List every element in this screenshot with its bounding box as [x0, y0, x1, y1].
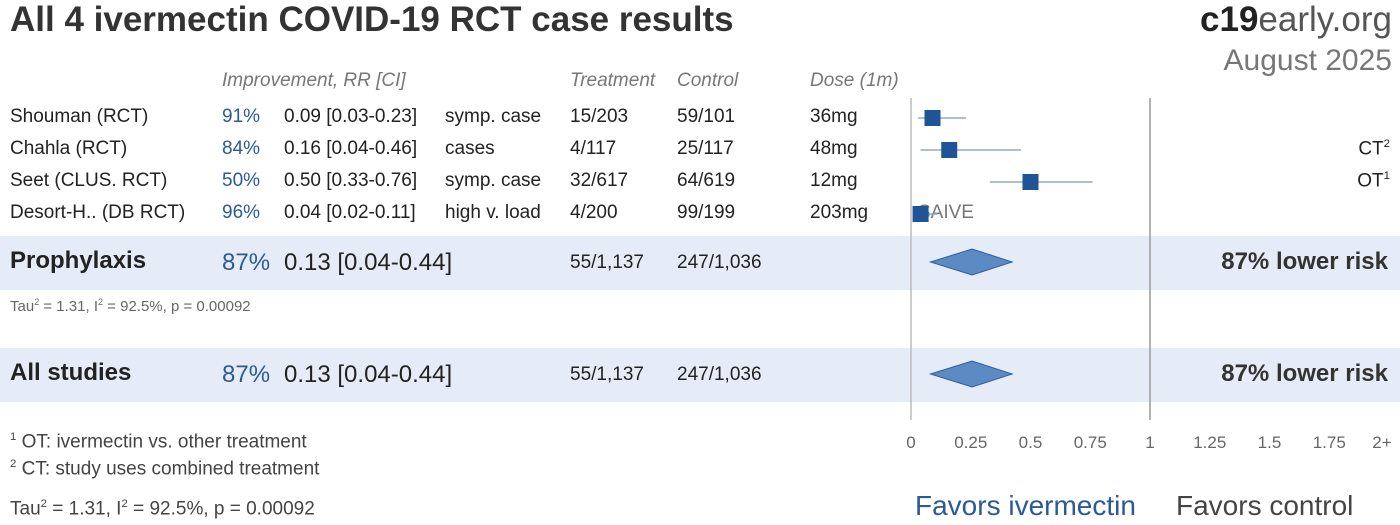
stat-i-sup: 2 [121, 498, 128, 510]
study-rr: 0.50 [0.33-0.76] [284, 170, 418, 191]
effect-marker [924, 110, 941, 126]
study-name: Desort-H.. (DB RCT) [10, 202, 186, 223]
stat-rest: = 92.5%, p = 0.00092 [127, 498, 315, 520]
prophylaxis-rr: 0.13 [0.04-0.44] [284, 249, 453, 276]
all-studies-pct: 87% [222, 361, 271, 388]
all-studies-band [0, 348, 1400, 402]
study-pct: 96% [222, 202, 261, 223]
pooled-diamond [928, 360, 1014, 388]
study-name: Seet (CLUS. RCT) [10, 170, 168, 191]
brand-bold: c19 [1200, 0, 1259, 39]
study-rr: 0.04 [0.02-0.11] [284, 202, 416, 223]
footnote-text: OT: ivermectin vs. other treatment [16, 431, 307, 453]
study-outcome: cases [445, 138, 495, 159]
all-studies-control: 247/1,036 [677, 364, 762, 385]
footnote-sup: 1 [10, 431, 17, 443]
stat-tau: Tau [10, 498, 41, 520]
study-rr: 0.16 [0.04-0.46] [284, 138, 418, 159]
bottom-stats: Tau2 = 1.31, I2 = 92.5%, p = 0.00092 [10, 498, 315, 520]
study-note: CT2 [1358, 138, 1390, 160]
effect-marker [912, 206, 929, 222]
study-note-sup: 2 [1383, 138, 1390, 150]
prophylaxis-stats: Tau2 = 1.31, I2 = 92.5%, p = 0.00092 [10, 297, 251, 315]
study-note-text: CT [1358, 138, 1384, 160]
stat-tau: Tau [10, 298, 35, 315]
study-note-sup: 1 [1383, 170, 1390, 182]
study-outcome: symp. case [445, 106, 542, 127]
study-control: 25/117 [677, 138, 734, 159]
all-studies-result: 87% lower risk [1221, 360, 1388, 387]
brand-rest: early.org [1258, 0, 1392, 39]
all-studies-rr: 0.13 [0.04-0.44] [284, 361, 453, 388]
study-pct: 84% [222, 138, 261, 159]
prophylaxis-result: 87% lower risk [1221, 248, 1388, 275]
all-studies-treatment: 55/1,137 [570, 364, 644, 385]
prophylaxis-control: 247/1,036 [677, 252, 762, 273]
study-name: Chahla (RCT) [10, 138, 128, 159]
study-note-text: OT [1357, 170, 1384, 192]
stat-mid: = 1.31, I [46, 498, 122, 520]
footnote-text: CT: study uses combined treatment [16, 458, 320, 480]
study-name: Shouman (RCT) [10, 106, 149, 127]
tick-label: 1 [1145, 433, 1154, 452]
tick-label: 2+ [1372, 433, 1391, 452]
footnote: 2 CT: study uses combined treatment [10, 458, 319, 480]
prophylaxis-pct: 87% [222, 249, 271, 276]
footnote: 1 OT: ivermectin vs. other treatment [10, 431, 307, 453]
chart-title: All 4 ivermectin COVID-19 RCT case resul… [10, 0, 734, 39]
tick-label: 0.75 [1074, 433, 1107, 452]
study-treatment: 32/617 [570, 170, 629, 191]
study-dose: 12mg [810, 170, 858, 191]
study-plot-label: SAIVE [918, 202, 974, 223]
stat-rest: = 92.5%, p = 0.00092 [103, 298, 251, 315]
study-control: 99/199 [677, 202, 736, 223]
footnote-sup: 2 [10, 458, 17, 470]
all-studies-label: All studies [10, 359, 132, 386]
study-treatment: 4/200 [570, 202, 618, 223]
tick-label: 1.25 [1193, 433, 1226, 452]
stat-mid: = 1.31, I [39, 298, 98, 315]
study-control: 64/619 [677, 170, 736, 191]
study-pct: 91% [222, 106, 261, 127]
study-pct: 50% [222, 170, 261, 191]
header-dose: Dose (1m) [810, 70, 899, 91]
stat-tau-sup: 2 [34, 297, 40, 307]
study-treatment: 4/117 [570, 138, 617, 159]
brand-logo: c19early.org [1200, 0, 1392, 40]
study-rr: 0.09 [0.03-0.23] [284, 106, 418, 127]
header-improvement: Improvement, RR [CI] [222, 70, 406, 91]
stat-tau-sup: 2 [40, 498, 47, 510]
favors-left: Favors ivermectin [915, 490, 1136, 521]
study-dose: 48mg [810, 138, 858, 159]
pooled-diamond [928, 248, 1014, 276]
tick-label: 0.25 [954, 433, 987, 452]
effect-marker [941, 142, 958, 158]
tick-label: 0 [906, 433, 915, 452]
tick-label: 1.5 [1258, 433, 1282, 452]
header-treatment: Treatment [570, 70, 656, 91]
study-treatment: 15/203 [570, 106, 629, 127]
study-outcome: symp. case [445, 170, 542, 191]
study-dose: 203mg [810, 202, 869, 223]
study-outcome: high v. load [445, 202, 541, 223]
study-control: 59/101 [677, 106, 736, 127]
study-note: OT1 [1357, 170, 1390, 192]
prophylaxis-label: Prophylaxis [10, 247, 147, 274]
brand-date: August 2025 [1223, 44, 1392, 77]
stat-i-sup: 2 [98, 297, 104, 307]
header-control: Control [677, 70, 739, 91]
tick-label: 1.75 [1313, 433, 1346, 452]
study-dose: 36mg [810, 106, 858, 127]
prophylaxis-treatment: 55/1,137 [570, 252, 644, 273]
prophylaxis-band [0, 236, 1400, 290]
effect-marker [1022, 174, 1039, 190]
tick-label: 0.5 [1019, 433, 1043, 452]
favors-right: Favors control [1176, 490, 1354, 521]
